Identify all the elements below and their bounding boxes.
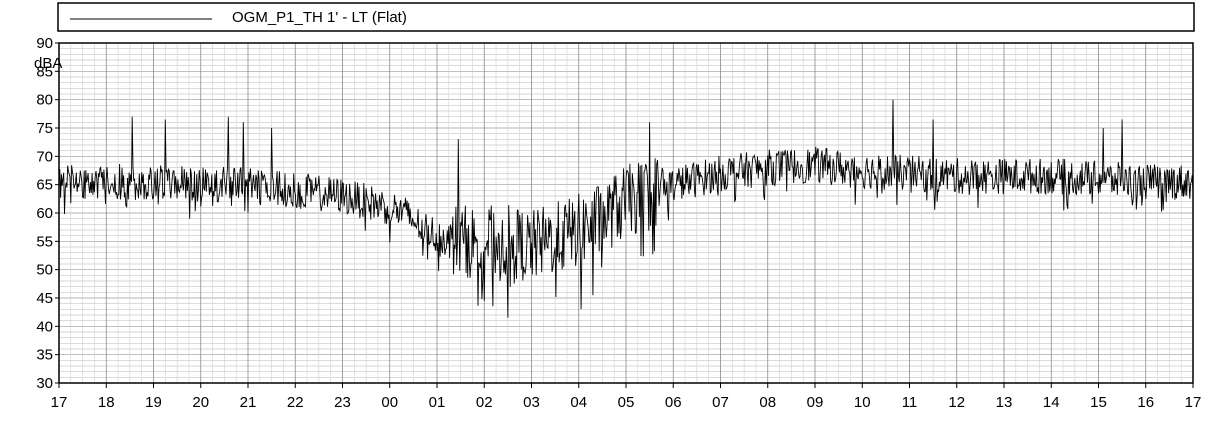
x-tick-label: 22 bbox=[287, 394, 304, 411]
y-tick-label: 45 bbox=[36, 290, 53, 307]
x-tick-label: 18 bbox=[98, 394, 115, 411]
x-tick-label: 07 bbox=[712, 394, 729, 411]
series-line-ogm-p1-th bbox=[58, 99, 1194, 318]
x-tick-label: 19 bbox=[145, 394, 162, 411]
grid bbox=[59, 43, 1193, 383]
x-tick-label: 04 bbox=[570, 394, 587, 411]
x-tick-label: 06 bbox=[665, 394, 682, 411]
x-tick-label: 15 bbox=[1090, 394, 1107, 411]
x-tick-label: 12 bbox=[948, 394, 965, 411]
y-axis-unit-label: dBA bbox=[34, 55, 62, 72]
x-tick-label: 14 bbox=[1043, 394, 1060, 411]
data-line-group bbox=[58, 99, 1194, 318]
y-axis-ticks: 30 35 40 45 50 55 60 65 70 75 80 85 90 bbox=[36, 35, 59, 392]
y-tick-label: 90 bbox=[36, 35, 53, 52]
y-tick-label: 85 bbox=[36, 63, 53, 80]
y-tick-label: 75 bbox=[36, 120, 53, 137]
y-tick-label: 55 bbox=[36, 233, 53, 250]
legend-series-label: OGM_P1_TH 1' - LT (Flat) bbox=[232, 9, 407, 26]
x-tick-label: 02 bbox=[476, 394, 493, 411]
x-tick-label: 20 bbox=[192, 394, 209, 411]
x-tick-label: 23 bbox=[334, 394, 351, 411]
x-tick-label: 10 bbox=[854, 394, 871, 411]
y-tick-label: 35 bbox=[36, 347, 53, 364]
legend: OGM_P1_TH 1' - LT (Flat) bbox=[57, 2, 1195, 32]
x-tick-label: 03 bbox=[523, 394, 540, 411]
x-tick-label: 00 bbox=[381, 394, 398, 411]
x-tick-label: 17 bbox=[51, 394, 68, 411]
x-tick-label: 09 bbox=[807, 394, 824, 411]
y-tick-label: 50 bbox=[36, 262, 53, 279]
x-tick-label: 11 bbox=[902, 394, 918, 411]
y-tick-label: 65 bbox=[36, 177, 53, 194]
x-tick-label: 21 bbox=[240, 394, 257, 411]
y-tick-label: 60 bbox=[36, 205, 53, 222]
x-tick-label: 17 bbox=[1185, 394, 1202, 411]
x-axis-ticks: 17 18 19 20 21 22 23 00 01 02 03 04 05 06 07 08 09 10 11 12… bbox=[51, 383, 1202, 411]
legend-box bbox=[57, 2, 1195, 32]
y-tick-label: 80 bbox=[36, 92, 53, 109]
y-tick-label: 30 bbox=[36, 375, 53, 392]
x-tick-label: 16 bbox=[1137, 394, 1154, 411]
y-tick-label: 70 bbox=[36, 148, 53, 165]
x-tick-label: 05 bbox=[618, 394, 635, 411]
y-tick-label: 40 bbox=[36, 318, 53, 335]
x-tick-label: 13 bbox=[996, 394, 1013, 411]
x-tick-label: 01 bbox=[429, 394, 446, 411]
x-tick-label: 08 bbox=[759, 394, 776, 411]
